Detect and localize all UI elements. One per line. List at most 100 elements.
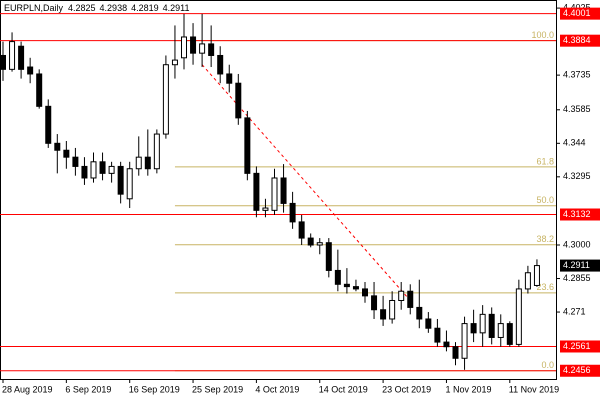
candle-body — [135, 156, 142, 170]
chart-title: EURPLN,Daily 4.2825 4.2938 4.2819 4.2911 — [4, 3, 189, 13]
y-tick-label: 4.271 — [563, 306, 586, 316]
candle-body — [352, 286, 359, 290]
candle-body — [208, 43, 215, 56]
level-label: 4.2561 — [563, 341, 591, 351]
candle-body — [45, 105, 52, 144]
y-tick-label: 4.4025 — [563, 2, 591, 12]
candle-body — [298, 221, 305, 239]
candle-body — [407, 290, 414, 308]
level-label-box — [560, 34, 600, 47]
x-tick-label: 11 Nov 2019 — [509, 384, 559, 394]
candle-body — [81, 165, 88, 179]
candle-body — [416, 306, 423, 320]
x-tick-label: 6 Sep 2019 — [65, 384, 111, 394]
candle-body — [117, 165, 124, 195]
candle-body — [316, 242, 323, 246]
candle-body — [280, 177, 287, 204]
candle-body — [63, 149, 70, 158]
candle-body — [307, 237, 314, 246]
level-label: 4.3132 — [563, 209, 591, 219]
quote-high: 4.2938 — [100, 3, 128, 13]
quote-close: 4.2911 — [163, 3, 190, 13]
candle-body — [443, 341, 450, 348]
candle-body — [398, 290, 405, 301]
candle-body — [18, 45, 25, 70]
fib-label: 0.0 — [541, 360, 554, 370]
y-tick-label: 4.3000 — [563, 239, 591, 249]
candle-body — [244, 117, 251, 174]
candle-body — [371, 295, 378, 311]
level-label: 4.3884 — [563, 35, 591, 45]
plot-frame — [0, 0, 557, 380]
candle-body — [153, 133, 160, 170]
fib-label: 38.2 — [536, 234, 554, 244]
x-tick-label: 28 Aug 2019 — [2, 384, 53, 394]
fib-label: 61.8 — [536, 156, 554, 166]
symbol: EURPLN,Daily — [4, 3, 64, 13]
current-price-label-box — [560, 259, 600, 272]
candle-body — [533, 265, 540, 286]
level-label-box — [560, 208, 600, 221]
level-label-box — [560, 364, 600, 377]
candle-body — [0, 54, 6, 70]
y-tick-label: 4.344 — [563, 138, 586, 148]
candle-body — [524, 272, 531, 290]
candle-body — [144, 156, 151, 170]
candle-body — [334, 269, 341, 285]
candle-body — [27, 66, 34, 75]
candle-body — [479, 313, 486, 334]
candle-body — [171, 59, 178, 66]
candle-body — [289, 202, 296, 223]
candle-body — [199, 43, 206, 54]
x-tick-label: 25 Sep 2019 — [192, 384, 243, 394]
candle-body — [389, 299, 396, 320]
level-label: 4.4001 — [563, 8, 591, 18]
x-tick-label: 23 Oct 2019 — [382, 384, 431, 394]
candle-body — [271, 177, 278, 211]
candle-body — [470, 323, 477, 334]
candle-body — [181, 36, 187, 59]
candle-body — [380, 309, 387, 320]
candle-body — [262, 207, 269, 211]
quote-open: 4.2825 — [68, 3, 96, 13]
trend-line — [201, 64, 411, 301]
x-tick-label: 4 Oct 2019 — [255, 384, 299, 394]
candle-body — [452, 346, 459, 359]
current-price-label: 4.2911 — [563, 260, 590, 270]
candle-body — [226, 73, 233, 84]
level-label-box — [560, 340, 600, 353]
candle-body — [425, 318, 432, 329]
y-tick-label: 4.3585 — [563, 104, 591, 114]
candle-body — [72, 156, 79, 167]
candle-body — [162, 64, 169, 135]
candle-body — [325, 242, 332, 271]
candle-body — [54, 142, 61, 151]
candle-body — [126, 168, 133, 200]
x-tick-label: 1 Nov 2019 — [445, 384, 491, 394]
candle-body — [90, 161, 97, 179]
level-label: 4.2456 — [563, 365, 591, 375]
candle-body — [36, 73, 43, 107]
candle-body — [488, 313, 495, 338]
candle-body — [434, 327, 441, 343]
y-tick-label: 4.2855 — [563, 273, 591, 283]
candle-body — [343, 283, 350, 288]
candle-body — [515, 288, 522, 345]
fib-label: 100.0 — [531, 30, 554, 40]
x-tick-label: 16 Sep 2019 — [129, 384, 180, 394]
level-label-box — [560, 7, 600, 20]
candle-body — [506, 323, 513, 345]
candle-body — [190, 36, 197, 54]
fib-label: 50.0 — [536, 195, 554, 205]
candle-body — [9, 41, 16, 70]
candle-body — [253, 172, 260, 211]
candle-body — [235, 82, 242, 119]
candle-body — [362, 288, 368, 297]
candle-body — [217, 54, 224, 75]
x-tick-label: 14 Oct 2019 — [319, 384, 368, 394]
quote-low: 4.2819 — [131, 3, 159, 13]
candle-body — [497, 323, 504, 338]
candle-body — [461, 323, 468, 359]
y-tick-label: 4.3295 — [563, 171, 591, 181]
y-tick-label: 4.3735 — [563, 69, 591, 79]
